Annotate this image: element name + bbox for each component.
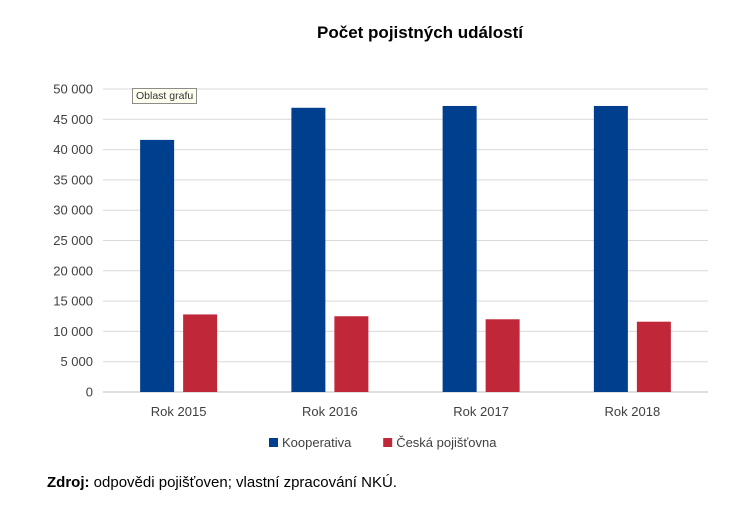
- y-tick-label: 40 000: [53, 142, 93, 157]
- legend: Kooperativa Česká pojišťovna: [269, 435, 497, 450]
- x-tick-label: Rok 2018: [605, 404, 661, 419]
- bar-ceska-pojistovna: [334, 316, 369, 392]
- chart-title: Počet pojistných událostí: [317, 23, 524, 42]
- legend-label: Česká pojišťovna: [396, 435, 497, 450]
- bar-ceska-pojistovna: [485, 319, 520, 392]
- legend-label: Kooperativa: [282, 435, 352, 450]
- bars: [140, 105, 671, 392]
- legend-swatch: [383, 438, 393, 447]
- x-axis: Rok 2015 Rok 2016 Rok 2017 Rok 2018: [151, 404, 660, 419]
- chart-area-tooltip: Oblast grafu: [132, 88, 198, 104]
- y-tick-label: 25 000: [53, 233, 93, 248]
- x-tick-label: Rok 2017: [453, 404, 509, 419]
- y-tick-label: 30 000: [53, 203, 93, 218]
- y-tick-label: 35 000: [53, 172, 93, 187]
- source-label: Zdroj:: [47, 474, 90, 491]
- legend-swatch: [269, 438, 278, 447]
- bar-ceska-pojistovna: [636, 321, 671, 392]
- y-tick-label: 45 000: [53, 112, 93, 127]
- y-tick-label: 15 000: [53, 294, 93, 309]
- source-text: odpovědi pojišťoven; vlastní zpracování …: [89, 474, 397, 491]
- y-tick-label: 50 000: [53, 82, 93, 97]
- bar-kooperativa: [140, 139, 175, 392]
- bar-kooperativa: [291, 107, 326, 392]
- bar-kooperativa: [442, 105, 477, 392]
- y-tick-label: 0: [86, 385, 93, 400]
- y-tick-label: 5 000: [60, 354, 93, 369]
- bar-ceska-pojistovna: [183, 314, 218, 392]
- source-note: Zdroj: odpovědi pojišťoven; vlastní zpra…: [47, 474, 397, 491]
- y-axis: 0 5 000 10 000 15 000 20 000 25 000 30 000 35 0…: [53, 82, 93, 400]
- x-tick-label: Rok 2016: [302, 404, 358, 419]
- bar-kooperativa: [593, 105, 628, 392]
- y-tick-label: 10 000: [53, 324, 93, 339]
- x-tick-label: Rok 2015: [151, 404, 207, 419]
- y-tick-label: 20 000: [53, 263, 93, 278]
